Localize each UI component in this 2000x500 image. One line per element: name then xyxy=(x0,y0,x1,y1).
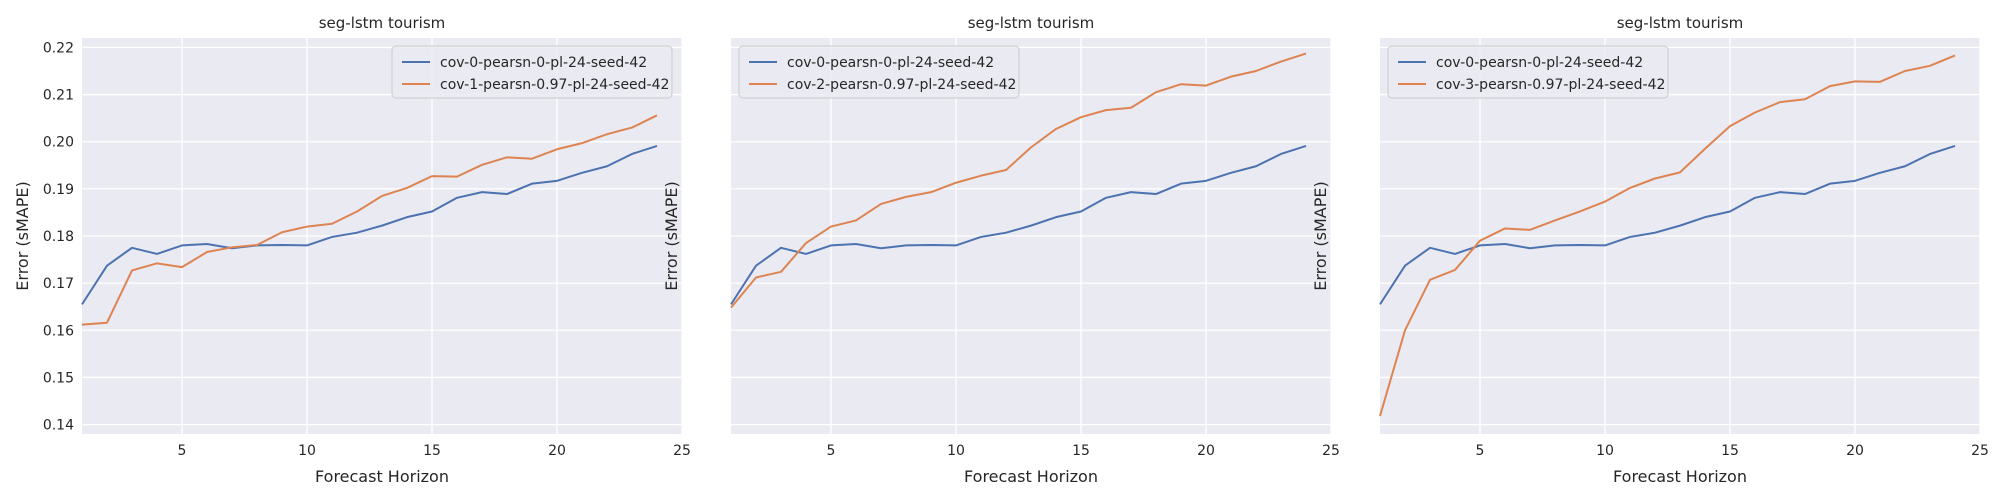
legend: cov-0-pearsn-0-pl-24-seed-42 cov-3-pearsn… xyxy=(1387,45,1669,99)
x-tick-label: 15 xyxy=(1072,443,1090,459)
legend: cov-0-pearsn-0-pl-24-seed-42 cov-2-pearsn… xyxy=(738,45,1020,99)
chart-title: seg-lstm tourism xyxy=(319,14,446,32)
legend-label: cov-2-pearsn-0.97-pl-24-seed-42 xyxy=(787,77,1016,93)
y-axis-label: Error (sMAPE) xyxy=(1311,181,1330,290)
chart-panel-3: 5 10 15 20 25 seg-lstm tourism Forecast Horizo… xyxy=(1311,14,1989,486)
chart-panel-2: 5 10 15 20 25 seg-lstm tourism Forecast Horizo… xyxy=(662,14,1340,486)
y-tick-label: 0.22 xyxy=(43,40,74,56)
series-line-1 xyxy=(730,145,1307,305)
legend: cov-0-pearsn-0-pl-24-seed-42 cov-1-pearsn… xyxy=(391,45,673,99)
legend-label: cov-1-pearsn-0.97-pl-24-seed-42 xyxy=(440,77,669,93)
y-tick-label: 0.20 xyxy=(43,135,74,151)
series-line-1 xyxy=(81,145,658,305)
y-axis-label: Error (sMAPE) xyxy=(662,181,681,290)
x-axis-label: Forecast Horizon xyxy=(964,467,1098,486)
legend-label: cov-0-pearsn-0-pl-24-seed-42 xyxy=(440,55,647,71)
y-tick-label: 0.21 xyxy=(43,88,74,104)
y-tick-label: 0.14 xyxy=(43,418,74,434)
x-axis-label: Forecast Horizon xyxy=(1613,467,1747,486)
y-tick-label: 0.19 xyxy=(43,182,74,198)
x-tick-label: 15 xyxy=(1721,443,1739,459)
legend-label: cov-3-pearsn-0.97-pl-24-seed-42 xyxy=(1436,77,1665,93)
y-axis-label: Error (sMAPE) xyxy=(13,181,32,290)
x-tick-label: 10 xyxy=(1596,443,1614,459)
x-tick-label: 10 xyxy=(947,443,965,459)
x-tick-label: 20 xyxy=(1846,443,1864,459)
legend-box xyxy=(391,45,673,99)
y-tick-label: 0.16 xyxy=(43,323,74,339)
x-tick-label: 25 xyxy=(1971,443,1989,459)
y-tick-label: 0.15 xyxy=(43,370,74,386)
x-tick-label: 5 xyxy=(1476,443,1485,459)
y-tick-label: 0.17 xyxy=(43,276,74,292)
chart-panel-1: 0.14 0.15 0.16 0.17 0.18 0.19 0.20 0.21 0.22 5 10 1… xyxy=(13,14,691,486)
y-tick-label: 0.18 xyxy=(43,229,74,245)
chart-title: seg-lstm tourism xyxy=(968,14,1095,32)
legend-label: cov-0-pearsn-0-pl-24-seed-42 xyxy=(1436,55,1643,71)
x-tick-label: 20 xyxy=(1197,443,1215,459)
x-tick-label: 10 xyxy=(298,443,316,459)
chart-title: seg-lstm tourism xyxy=(1617,14,1744,32)
legend-box xyxy=(1387,45,1669,99)
x-tick-label: 5 xyxy=(827,443,836,459)
series-line-2 xyxy=(1379,54,1956,417)
x-tick-label: 15 xyxy=(423,443,441,459)
series-line-2 xyxy=(730,52,1307,309)
legend-box xyxy=(738,45,1020,99)
x-axis-label: Forecast Horizon xyxy=(315,467,449,486)
x-tick-label: 20 xyxy=(548,443,566,459)
x-tick-label: 5 xyxy=(178,443,187,459)
x-tick-label: 25 xyxy=(673,443,691,459)
legend-label: cov-0-pearsn-0-pl-24-seed-42 xyxy=(787,55,994,71)
x-tick-label: 25 xyxy=(1322,443,1340,459)
series-line-2 xyxy=(81,114,658,326)
